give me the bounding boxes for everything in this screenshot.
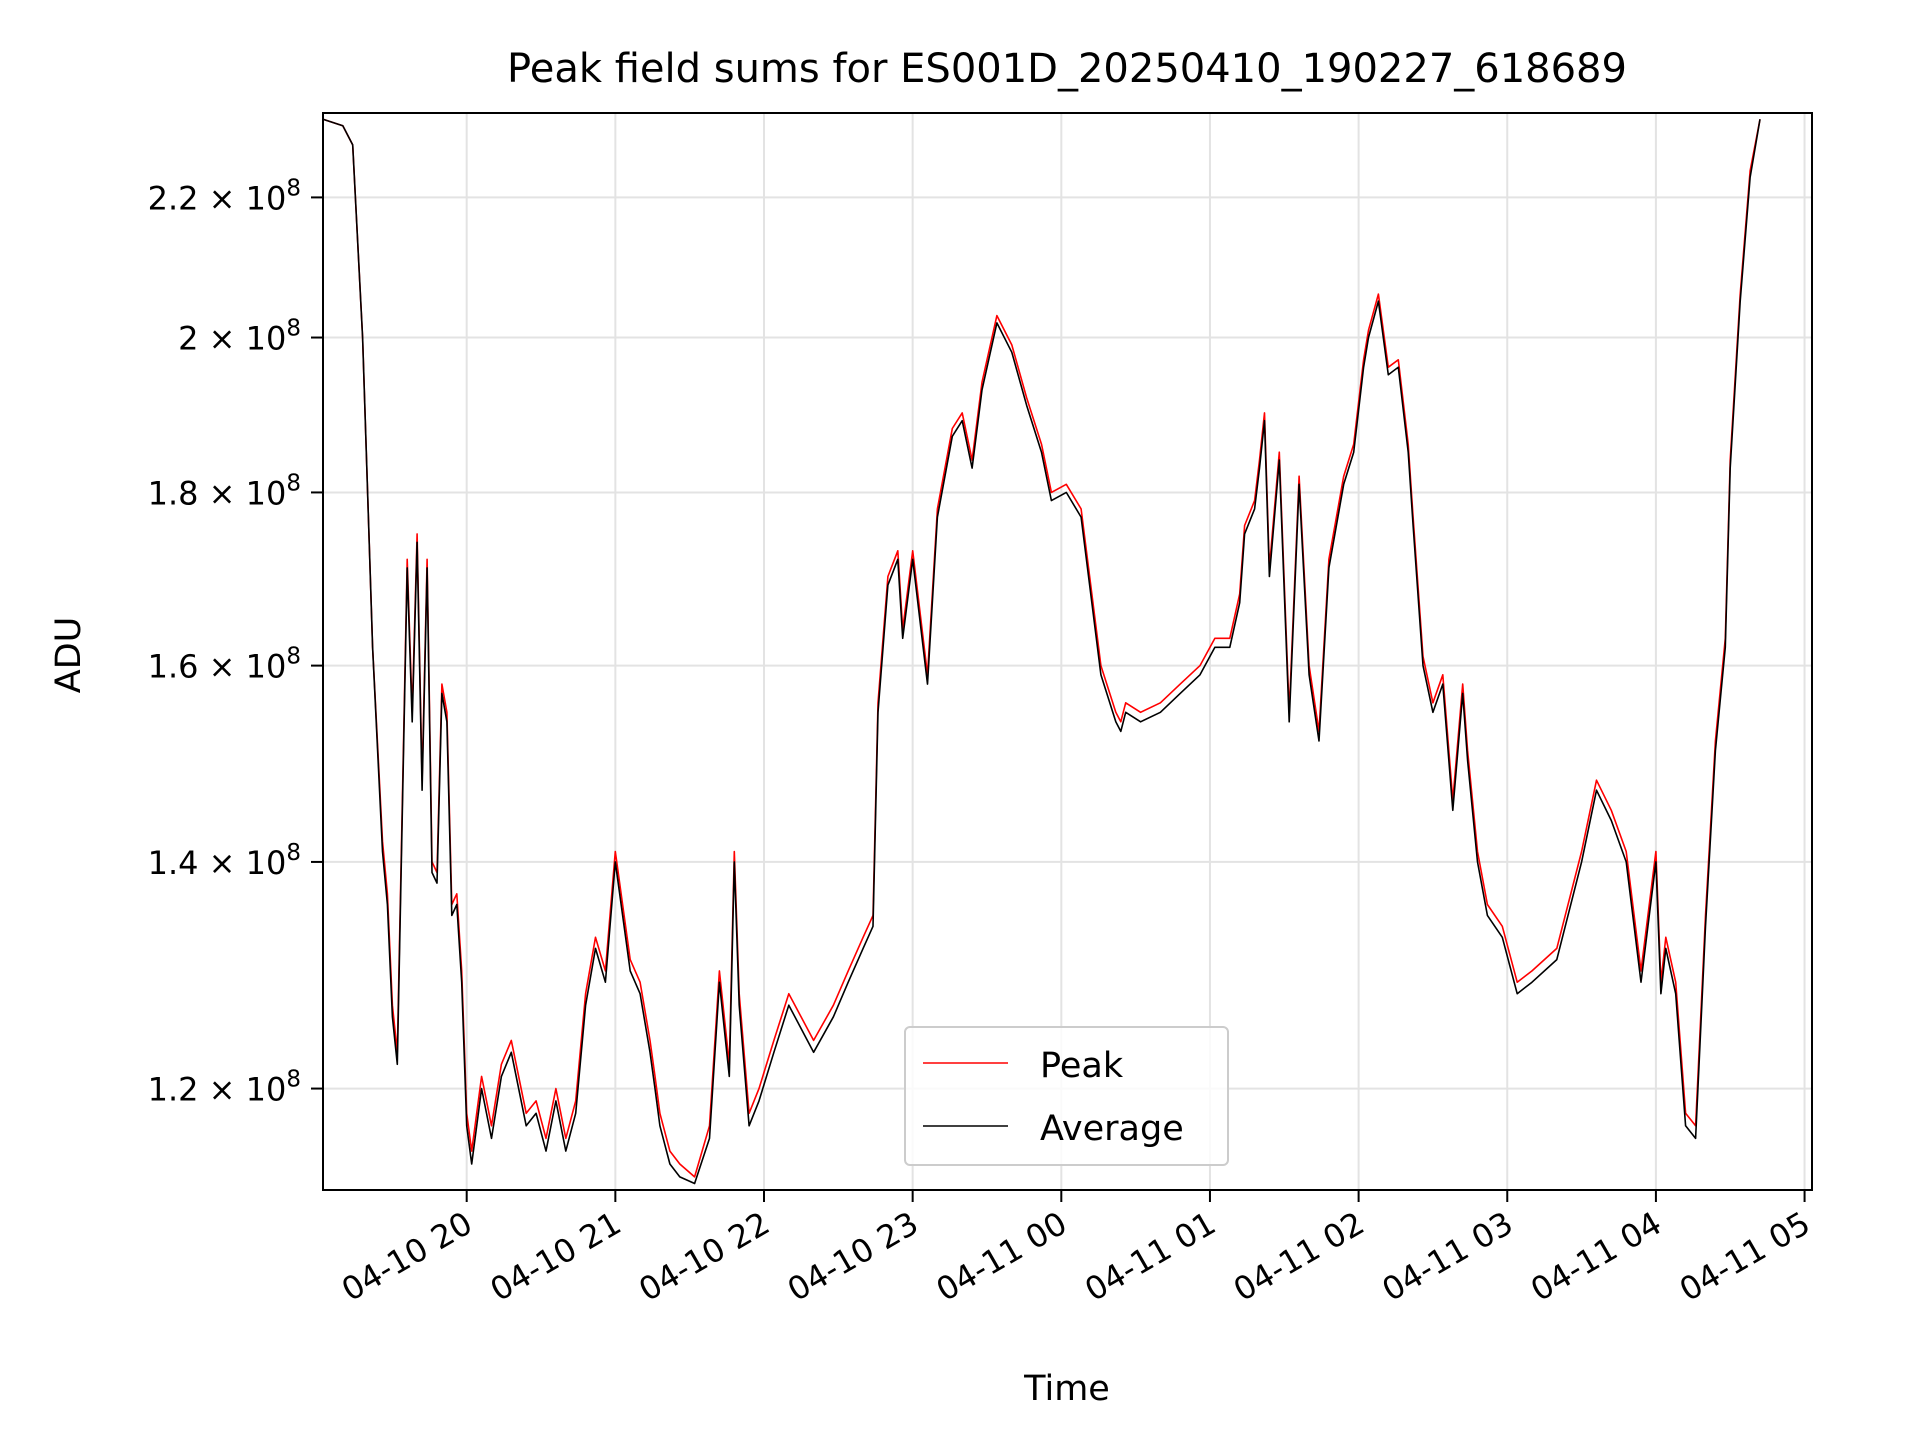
plot-frame [322, 112, 1813, 1191]
y-tick-label: 1.2 × 108 [148, 1067, 301, 1109]
y-tick-label: 2 × 108 [178, 316, 301, 358]
x-axis-label: Time [1023, 1369, 1110, 1409]
series-line-peak [322, 118, 1761, 1178]
series-lines [322, 118, 1761, 1185]
series-line-average [322, 118, 1761, 1185]
y-tick-label: 1.8 × 108 [148, 470, 301, 512]
y-axis-ticks: 1.2 × 108 1.4 × 108 1.6 × 108 1.8 × 108 2 × … [148, 175, 323, 1109]
y-axis-label: ADU [49, 617, 89, 694]
y-tick-label: 1.6 × 108 [148, 644, 301, 686]
legend-label-peak: Peak [1040, 1046, 1124, 1086]
legend-box [904, 1026, 1229, 1166]
y-tick-label: 1.4 × 108 [148, 840, 301, 882]
legend: Peak Average [904, 1026, 1229, 1166]
y-tick-label: 2.2 × 108 [148, 175, 301, 217]
legend-label-average: Average [1040, 1109, 1184, 1149]
chart-title: Peak field sums for ES001D_20250410_1902… [507, 46, 1627, 92]
